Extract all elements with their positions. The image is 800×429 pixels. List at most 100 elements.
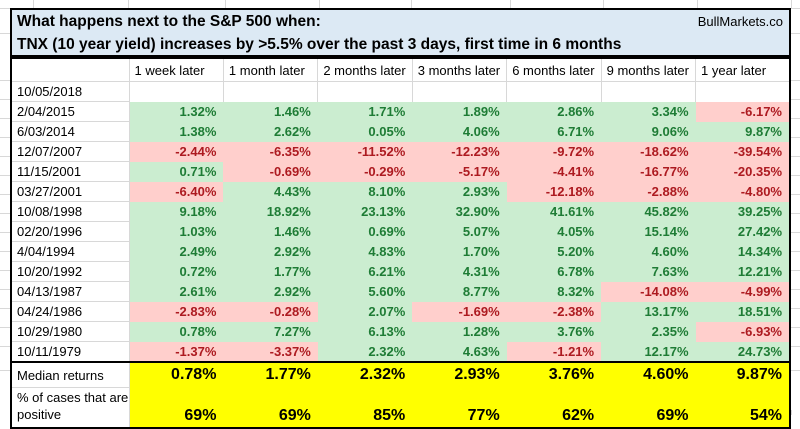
return-cell[interactable]: 4.83% xyxy=(317,241,413,262)
return-cell[interactable]: -18.62% xyxy=(601,141,696,162)
return-cell[interactable]: 1.38% xyxy=(129,121,224,142)
return-cell[interactable]: 1.77% xyxy=(223,261,318,282)
median-label[interactable]: Median returns xyxy=(11,361,130,388)
return-cell[interactable]: 6.21% xyxy=(317,261,413,282)
return-cell[interactable]: -20.35% xyxy=(695,161,790,182)
return-cell[interactable]: 5.20% xyxy=(506,241,602,262)
return-cell[interactable]: -12.23% xyxy=(412,141,507,162)
return-cell[interactable]: -9.72% xyxy=(506,141,602,162)
column-header-5[interactable]: 6 months later xyxy=(506,58,602,82)
return-cell[interactable]: 1.71% xyxy=(317,101,413,122)
return-cell[interactable]: 39.25% xyxy=(695,201,790,222)
return-cell[interactable]: 14.34% xyxy=(695,241,790,262)
empty-cell[interactable] xyxy=(317,81,413,102)
return-cell[interactable]: 3.34% xyxy=(601,101,696,122)
empty-cell[interactable] xyxy=(129,81,224,102)
return-cell[interactable]: 2.49% xyxy=(129,241,224,262)
return-cell[interactable]: 6.78% xyxy=(506,261,602,282)
return-cell[interactable]: 8.32% xyxy=(506,281,602,302)
date-cell[interactable]: 02/20/1996 xyxy=(11,221,130,242)
return-cell[interactable]: -14.08% xyxy=(601,281,696,302)
column-header-1[interactable]: 1 week later xyxy=(129,58,224,82)
date-cell[interactable]: 10/08/1998 xyxy=(11,201,130,222)
return-cell[interactable]: -6.35% xyxy=(223,141,318,162)
return-cell[interactable]: 8.10% xyxy=(317,181,413,202)
pct-positive-value-cell[interactable]: 69% xyxy=(601,387,696,428)
return-cell[interactable]: 24.73% xyxy=(695,341,790,362)
column-header-7[interactable]: 1 year later xyxy=(695,58,791,82)
return-cell[interactable]: 2.92% xyxy=(223,281,318,302)
empty-cell[interactable] xyxy=(695,81,791,102)
date-cell[interactable]: 4/04/1994 xyxy=(11,241,130,262)
date-cell[interactable]: 04/13/1987 xyxy=(11,281,130,302)
return-cell[interactable]: 4.05% xyxy=(506,221,602,242)
return-cell[interactable]: 2.32% xyxy=(317,341,413,362)
median-value-cell[interactable]: 2.32% xyxy=(317,361,413,388)
median-value-cell[interactable]: 2.93% xyxy=(412,361,507,388)
median-value-cell[interactable]: 1.77% xyxy=(223,361,318,388)
date-cell[interactable]: 10/29/1980 xyxy=(11,321,130,342)
return-cell[interactable]: 8.77% xyxy=(412,281,507,302)
return-cell[interactable]: 5.07% xyxy=(412,221,507,242)
return-cell[interactable]: 2.61% xyxy=(129,281,224,302)
return-cell[interactable]: 4.60% xyxy=(601,241,696,262)
return-cell[interactable]: -2.44% xyxy=(129,141,224,162)
median-value-cell[interactable]: 3.76% xyxy=(506,361,602,388)
return-cell[interactable]: 4.43% xyxy=(223,181,318,202)
pct-positive-value-cell[interactable]: 77% xyxy=(412,387,507,428)
date-cell[interactable]: 10/11/1979 xyxy=(11,341,130,363)
return-cell[interactable]: 0.72% xyxy=(129,261,224,282)
return-cell[interactable]: 12.17% xyxy=(601,341,696,362)
return-cell[interactable]: 2.86% xyxy=(506,101,602,122)
return-cell[interactable]: 2.35% xyxy=(601,321,696,342)
return-cell[interactable]: 0.05% xyxy=(317,121,413,142)
return-cell[interactable]: -11.52% xyxy=(317,141,413,162)
return-cell[interactable]: -5.17% xyxy=(412,161,507,182)
column-header-2[interactable]: 1 month later xyxy=(223,58,319,82)
return-cell[interactable]: -12.18% xyxy=(506,181,602,202)
return-cell[interactable]: 7.27% xyxy=(223,321,318,342)
pct-positive-value-cell[interactable]: 62% xyxy=(506,387,602,428)
return-cell[interactable]: 45.82% xyxy=(601,201,696,222)
return-cell[interactable]: -6.93% xyxy=(695,321,790,342)
column-header-3[interactable]: 2 months later xyxy=(317,58,413,82)
return-cell[interactable]: 1.28% xyxy=(412,321,507,342)
return-cell[interactable]: -0.29% xyxy=(317,161,413,182)
column-header-4[interactable]: 3 months later xyxy=(412,58,508,82)
return-cell[interactable]: 13.17% xyxy=(601,301,696,322)
pct-positive-label[interactable]: % of cases that are positive xyxy=(11,387,130,428)
return-cell[interactable]: 1.89% xyxy=(412,101,507,122)
column-header-6[interactable]: 9 months later xyxy=(601,58,697,82)
return-cell[interactable]: 1.03% xyxy=(129,221,224,242)
return-cell[interactable]: -0.28% xyxy=(223,301,318,322)
return-cell[interactable]: 27.42% xyxy=(695,221,790,242)
pct-positive-value-cell[interactable]: 85% xyxy=(317,387,413,428)
empty-cell[interactable] xyxy=(506,81,602,102)
return-cell[interactable]: 5.60% xyxy=(317,281,413,302)
return-cell[interactable]: 0.71% xyxy=(129,161,224,182)
return-cell[interactable]: 6.71% xyxy=(506,121,602,142)
return-cell[interactable]: 41.61% xyxy=(506,201,602,222)
return-cell[interactable]: -0.69% xyxy=(223,161,318,182)
return-cell[interactable]: 4.63% xyxy=(412,341,507,362)
return-cell[interactable]: 7.63% xyxy=(601,261,696,282)
date-cell[interactable]: 6/03/2014 xyxy=(11,121,130,142)
return-cell[interactable]: -6.40% xyxy=(129,181,224,202)
date-cell[interactable]: 2/04/2015 xyxy=(11,101,130,122)
pct-positive-value-cell[interactable]: 69% xyxy=(129,387,224,428)
return-cell[interactable]: 0.69% xyxy=(317,221,413,242)
return-cell[interactable]: -1.69% xyxy=(412,301,507,322)
return-cell[interactable]: -39.54% xyxy=(695,141,790,162)
pct-positive-value-cell[interactable]: 54% xyxy=(695,387,790,428)
return-cell[interactable]: 6.13% xyxy=(317,321,413,342)
return-cell[interactable]: 2.92% xyxy=(223,241,318,262)
return-cell[interactable]: 2.07% xyxy=(317,301,413,322)
return-cell[interactable]: -2.38% xyxy=(506,301,602,322)
return-cell[interactable]: -1.21% xyxy=(506,341,602,362)
return-cell[interactable]: 3.76% xyxy=(506,321,602,342)
return-cell[interactable]: 4.06% xyxy=(412,121,507,142)
date-cell[interactable]: 10/20/1992 xyxy=(11,261,130,282)
return-cell[interactable]: 15.14% xyxy=(601,221,696,242)
return-cell[interactable]: 2.93% xyxy=(412,181,507,202)
median-value-cell[interactable]: 0.78% xyxy=(129,361,224,388)
